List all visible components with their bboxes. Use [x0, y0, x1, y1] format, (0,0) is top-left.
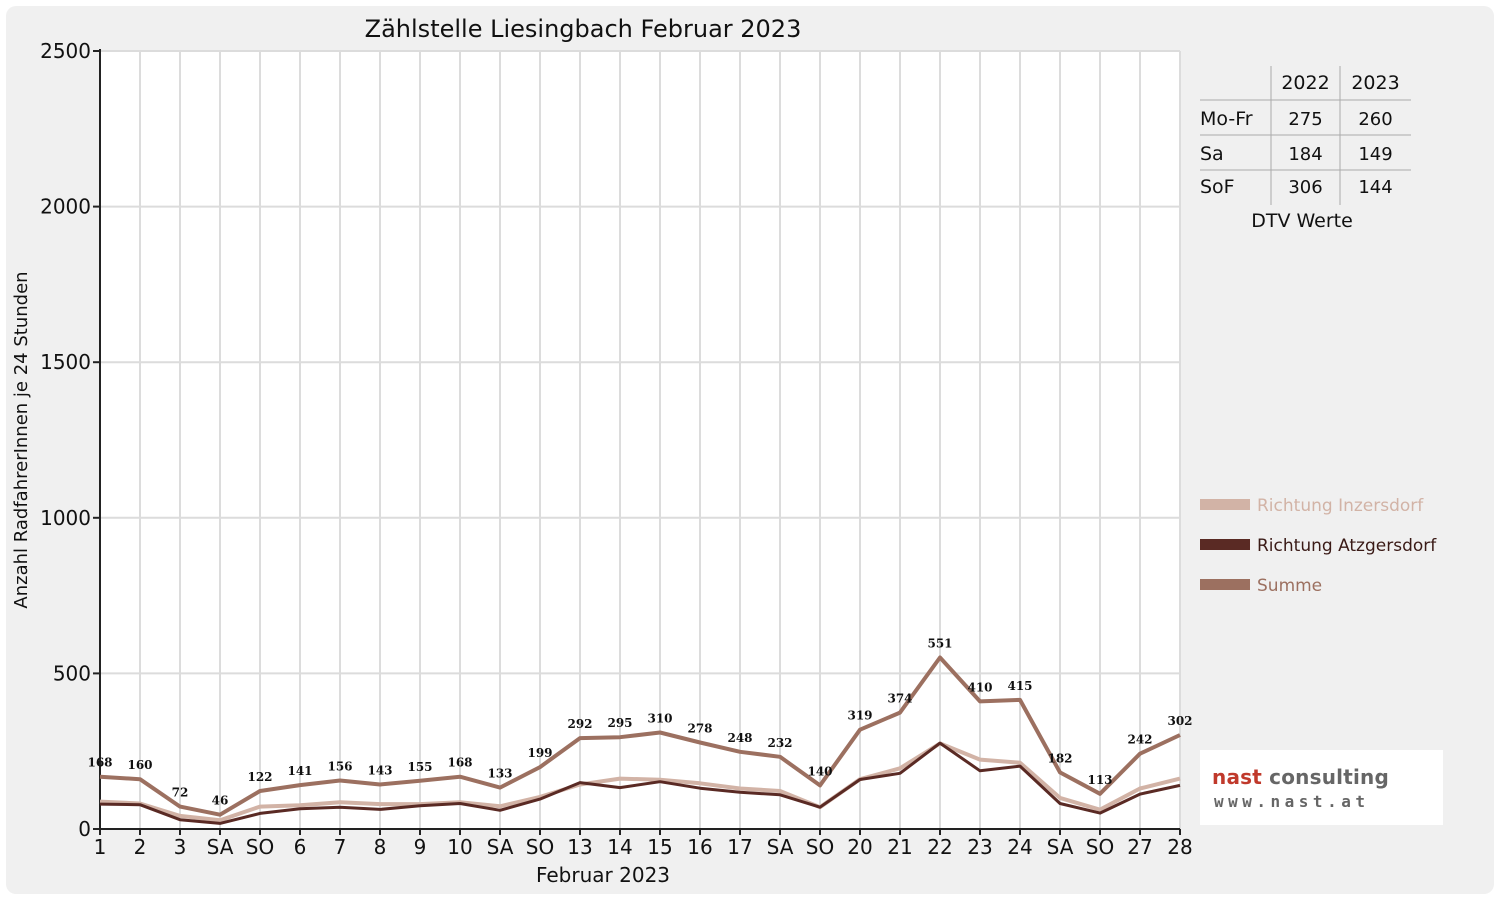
chart-title: Zählstelle Liesingbach Februar 2023 [365, 15, 802, 43]
y-tick-label: 500 [53, 661, 91, 685]
data-label: 155 [407, 760, 432, 774]
x-tick-label: 17 [727, 835, 752, 859]
data-label: 248 [727, 731, 752, 745]
data-label: 242 [1127, 733, 1152, 747]
dtv-cell: 149 [1358, 144, 1392, 165]
x-tick-label: SO [246, 835, 274, 859]
x-tick-label: 23 [967, 835, 992, 859]
data-label: 278 [687, 721, 712, 735]
logo-brand-accent: nast [1212, 765, 1262, 789]
x-tick-label: 14 [607, 835, 632, 859]
y-tick-label: 1500 [40, 350, 91, 374]
data-label: 302 [1167, 714, 1192, 728]
y-tick-label: 2000 [40, 195, 91, 219]
logo-brand-rest: consulting [1269, 765, 1389, 789]
data-label: 122 [247, 770, 272, 784]
dtv-row-label: Mo-Fr [1200, 108, 1253, 130]
data-label: 72 [172, 786, 189, 800]
x-tick-label: 21 [887, 835, 912, 859]
dtv-cell: 275 [1288, 109, 1322, 130]
x-tick-label: 28 [1167, 835, 1192, 859]
x-tick-label: 10 [447, 835, 472, 859]
data-label: 292 [567, 717, 592, 731]
x-tick-label: SA [1047, 835, 1074, 859]
data-label: 156 [327, 759, 352, 773]
x-tick-label: SO [526, 835, 554, 859]
series-line-inzersdorf [99, 741, 1181, 823]
data-label: 113 [1087, 773, 1112, 787]
data-label: 160 [127, 758, 152, 772]
x-tick-label: 9 [414, 835, 427, 859]
data-label: 551 [927, 637, 952, 651]
series-line-summe [99, 655, 1181, 817]
data-label: 374 [887, 692, 912, 706]
data-label: 232 [767, 736, 792, 750]
logo-brand: nast consulting [1212, 765, 1389, 789]
y-tick-label: 2500 [40, 39, 91, 63]
legend-inzersdorf-swatch [1200, 499, 1250, 510]
x-tick-label: 27 [1127, 835, 1152, 859]
dtv-column-header: 2023 [1351, 72, 1399, 94]
x-tick-label: 7 [334, 835, 347, 859]
series-line-atzgersdorf [99, 741, 1181, 825]
x-tick-label: 16 [687, 835, 712, 859]
x-tick-label: 1 [94, 835, 107, 859]
x-tick-label: 20 [847, 835, 872, 859]
data-label: 168 [87, 756, 112, 770]
data-label: 410 [967, 680, 992, 694]
logo-url: www.nast.at [1214, 792, 1370, 811]
data-label: 140 [807, 764, 832, 778]
data-label: 143 [367, 763, 392, 777]
data-label: 319 [847, 709, 872, 723]
x-tick-label: 2 [134, 835, 147, 859]
x-tick-label: SO [1086, 835, 1114, 859]
x-tick-label: SA [487, 835, 514, 859]
y-tick-label: 0 [78, 817, 91, 841]
x-tick-label: 8 [374, 835, 387, 859]
x-tick-label: 24 [1007, 835, 1032, 859]
data-label: 141 [287, 764, 312, 778]
x-tick-label: 15 [647, 835, 672, 859]
legend-atzgersdorf-label: Richtung Atzgersdorf [1257, 536, 1437, 556]
nast-consulting-logo: nast consulting www.nast.at [1200, 750, 1443, 825]
dtv-cell: 260 [1358, 109, 1392, 130]
dtv-row-label: SoF [1200, 176, 1235, 198]
x-tick-label: 6 [294, 835, 307, 859]
data-label: 295 [607, 716, 632, 730]
x-axis-title: Februar 2023 [536, 863, 670, 887]
x-tick-label: SA [767, 835, 794, 859]
x-tick-label: SO [806, 835, 834, 859]
dtv-cell: 144 [1358, 177, 1392, 198]
data-label: 46 [212, 794, 229, 808]
dtv-caption: DTV Werte [1251, 210, 1353, 232]
data-label: 133 [487, 767, 512, 781]
data-label: 168 [447, 756, 472, 770]
legend-inzersdorf-label: Richtung Inzersdorf [1257, 496, 1424, 516]
legend-atzgersdorf-swatch [1200, 539, 1250, 550]
dtv-cell: 306 [1288, 177, 1322, 198]
data-label: 310 [647, 712, 672, 726]
x-tick-label: 13 [567, 835, 592, 859]
x-tick-label: 3 [174, 835, 187, 859]
data-label: 199 [527, 746, 552, 760]
plot-area [100, 51, 1180, 829]
legend-summe-label: Summe [1257, 576, 1322, 596]
y-axis-title: Anzahl RadfahrerInnen je 24 Stunden [11, 271, 32, 608]
x-tick-label: SA [207, 835, 234, 859]
data-label: 415 [1007, 679, 1032, 693]
data-label: 182 [1047, 751, 1072, 765]
dtv-column-header: 2022 [1281, 72, 1329, 94]
legend-summe-swatch [1200, 579, 1250, 590]
y-tick-label: 1000 [40, 506, 91, 530]
dtv-row-label: Sa [1200, 143, 1224, 165]
dtv-cell: 184 [1288, 144, 1322, 165]
x-tick-label: 22 [927, 835, 952, 859]
